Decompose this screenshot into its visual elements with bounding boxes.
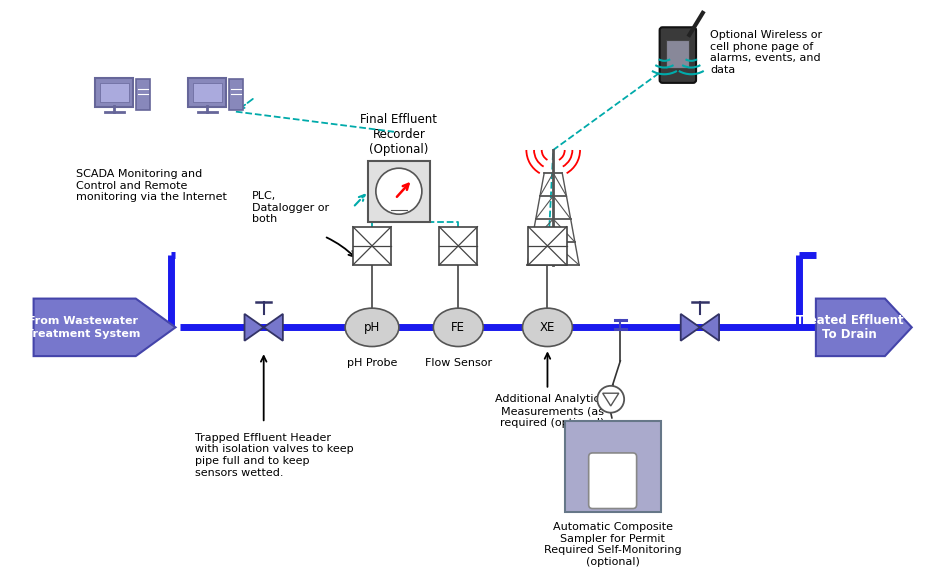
Polygon shape (263, 314, 283, 341)
Circle shape (598, 386, 624, 413)
Text: Automatic Composite
Sampler for Permit
Required Self-Monitoring
(optional): Automatic Composite Sampler for Permit R… (544, 522, 681, 567)
Bar (439, 227, 478, 265)
Text: XE: XE (540, 321, 555, 334)
FancyBboxPatch shape (660, 28, 696, 83)
Text: To Drain: To Drain (822, 328, 877, 340)
Ellipse shape (522, 308, 573, 347)
Bar (136, 79, 150, 110)
Text: PLC,
Datalogger or
both: PLC, Datalogger or both (252, 191, 330, 224)
Text: SCADA Monitoring and
Control and Remote
monitoring via the Internet: SCADA Monitoring and Control and Remote … (75, 169, 226, 203)
Ellipse shape (345, 308, 398, 347)
Polygon shape (245, 314, 263, 341)
Polygon shape (34, 298, 175, 356)
Ellipse shape (433, 308, 483, 347)
Bar (667, 40, 689, 68)
Text: Treated Effluent: Treated Effluent (796, 314, 903, 327)
Text: pH Probe: pH Probe (347, 358, 398, 368)
Bar (565, 421, 661, 513)
FancyBboxPatch shape (588, 453, 637, 509)
Text: Additional Analytical
Measurements (as
required (optional): Additional Analytical Measurements (as r… (495, 394, 610, 428)
Text: From Wastewater: From Wastewater (28, 316, 139, 325)
Circle shape (376, 168, 422, 214)
Text: Optional Wireless or
cell phone page of
alarms, events, and
data: Optional Wireless or cell phone page of … (710, 30, 823, 75)
Text: Flow Sensor: Flow Sensor (425, 358, 492, 368)
FancyBboxPatch shape (188, 78, 226, 107)
Text: FE: FE (452, 321, 466, 334)
Polygon shape (816, 298, 911, 356)
Polygon shape (681, 314, 700, 341)
Text: pH: pH (364, 321, 380, 334)
Bar (353, 227, 391, 265)
FancyBboxPatch shape (95, 78, 133, 107)
Text: Treatment System: Treatment System (26, 329, 141, 339)
Text: Trapped Effluent Header
with isolation valves to keep
pipe full and to keep
sens: Trapped Effluent Header with isolation v… (195, 433, 353, 478)
Bar (528, 227, 567, 265)
Polygon shape (700, 314, 719, 341)
Bar (193, 83, 222, 102)
Bar (368, 161, 429, 222)
Text: Final Effluent
Recorder
(Optional): Final Effluent Recorder (Optional) (360, 113, 438, 156)
Bar (100, 83, 128, 102)
Bar (229, 79, 243, 110)
Polygon shape (602, 393, 619, 406)
